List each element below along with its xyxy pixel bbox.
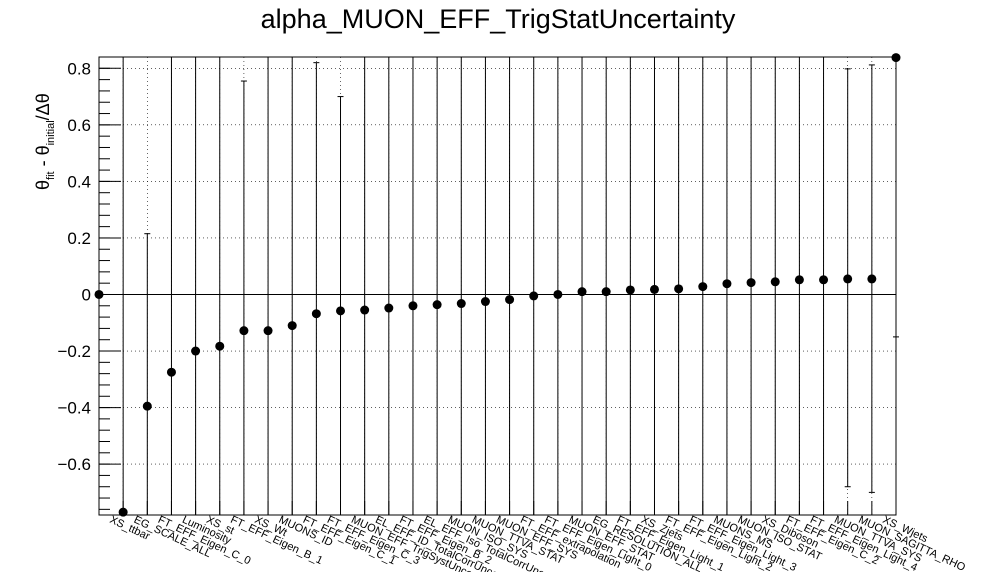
data-point	[553, 289, 563, 299]
y-tick-label: 0.4	[67, 172, 91, 191]
data-point	[505, 295, 515, 305]
data-point	[311, 309, 321, 319]
y-axis-label-fit-subscript: fit	[45, 171, 57, 180]
data-point	[867, 274, 877, 284]
data-point	[746, 278, 756, 288]
y-tick-label: 0.6	[67, 116, 91, 135]
y-axis-label-minus-theta: - θ	[33, 145, 53, 171]
y-axis-label-initial-subscript: initial	[45, 120, 57, 145]
data-point	[384, 303, 394, 313]
data-point	[819, 275, 829, 285]
data-point	[456, 299, 466, 309]
data-point	[529, 291, 539, 301]
data-point	[601, 287, 611, 297]
data-point	[191, 346, 201, 356]
data-point	[770, 277, 780, 287]
data-point	[843, 274, 853, 284]
y-tick-label: 0.2	[67, 229, 91, 248]
y-axis-label: θfit - θinitial/Δθ	[33, 93, 57, 190]
data-point	[674, 284, 684, 294]
chart-title: alpha_MUON_EFF_TrigStatUncertainty	[261, 4, 736, 34]
x-category-labels: XS_ttbarEG_SCALE_ALLFT_EFF_Eigen_C_0Lumi…	[108, 514, 968, 572]
y-tick-label: −0.2	[57, 342, 91, 361]
y-tick-label: −0.4	[57, 399, 91, 418]
data-point	[480, 297, 490, 307]
data-point	[263, 326, 273, 336]
data-point	[239, 326, 249, 336]
data-point	[166, 367, 176, 377]
data-point	[215, 341, 225, 351]
data-point	[722, 279, 732, 289]
data-point	[649, 284, 659, 294]
data-point	[577, 287, 587, 297]
error-bars	[98, 57, 899, 515]
data-point	[336, 306, 346, 316]
data-markers	[94, 53, 901, 517]
y-axis-label-delta-theta: /Δθ	[33, 93, 53, 120]
plot-frame	[98, 56, 897, 516]
y-axis-label-theta: θ	[33, 180, 53, 190]
data-point	[360, 305, 370, 315]
y-tick-label: 0	[82, 285, 91, 304]
x-axis	[98, 501, 897, 515]
data-point	[698, 282, 708, 292]
data-point	[625, 285, 635, 295]
data-point	[432, 300, 442, 310]
y-tick-label: −0.6	[57, 455, 91, 474]
data-point	[794, 275, 804, 285]
data-point	[142, 401, 152, 411]
y-tick-label: 0.8	[67, 59, 91, 78]
data-point	[287, 321, 297, 331]
data-point	[408, 301, 418, 311]
y-axis: −0.6 −0.4 −0.2 0 0.2 0.4 0.6 0.8	[57, 56, 121, 510]
